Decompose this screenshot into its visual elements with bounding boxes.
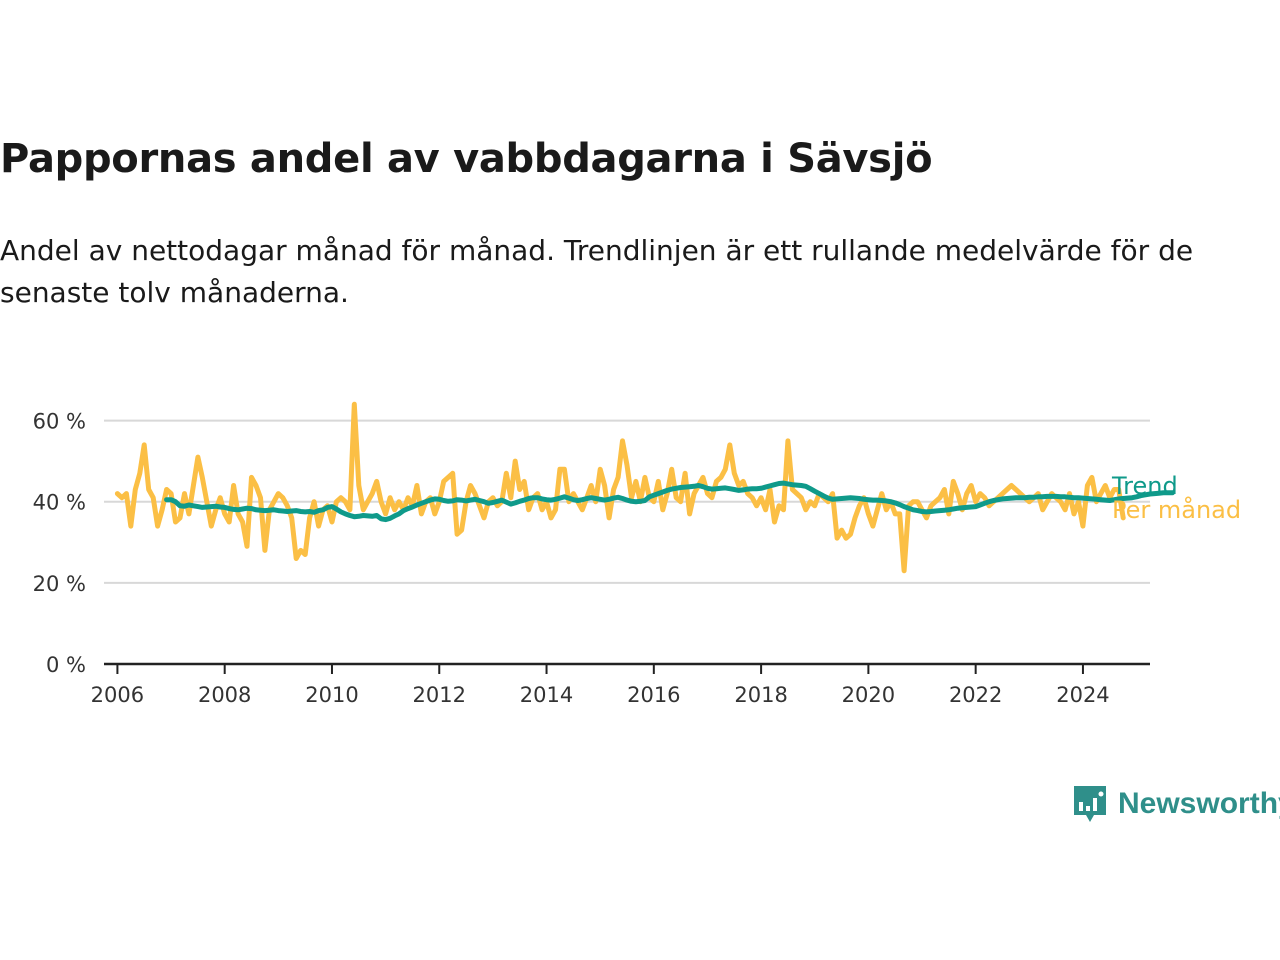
series-label-monthly: Per månad xyxy=(1112,495,1241,524)
newsworthy-logo: Newsworthy xyxy=(1072,784,1280,824)
y-axis-ticks: 0 % 20 % 40 % 60 % xyxy=(33,410,86,677)
series-line-monthly xyxy=(114,401,1126,574)
series-line-trend xyxy=(164,480,1175,523)
series-lines xyxy=(114,401,1175,574)
x-tick-label: 2006 xyxy=(91,683,144,707)
x-tick-label: 2014 xyxy=(520,683,573,707)
line-chart: 0 % 20 % 40 % 60 % 2006 2008 2010 2012 2014 2016… xyxy=(33,401,1241,707)
x-tick-label: 2010 xyxy=(305,683,358,707)
x-tick-label: 2012 xyxy=(413,683,466,707)
series-label-trend: Trend xyxy=(1111,472,1178,500)
y-tick-label: 40 % xyxy=(33,491,86,515)
x-tick-label: 2016 xyxy=(627,683,680,707)
x-tick-label: 2024 xyxy=(1056,683,1109,707)
x-tick-label: 2022 xyxy=(949,683,1002,707)
chart-speech-bubble-icon xyxy=(1074,786,1106,822)
x-tick-label: 2020 xyxy=(842,683,895,707)
x-tick-label: 2018 xyxy=(734,683,787,707)
y-tick-label: 0 % xyxy=(46,653,86,677)
brand-name: Newsworthy xyxy=(1118,787,1280,820)
x-tick-label: 2008 xyxy=(198,683,251,707)
chart-title: Pappornas andel av vabbdagarna i Sävsjö xyxy=(0,136,933,182)
y-tick-label: 20 % xyxy=(33,572,86,596)
y-tick-label: 60 % xyxy=(33,410,86,434)
chart-subtitle: Andel av nettodagar månad för månad. Tre… xyxy=(0,234,1194,309)
x-axis-ticks: 2006 2008 2010 2012 2014 2016 2018 2020 2022 2024 xyxy=(91,664,1110,707)
